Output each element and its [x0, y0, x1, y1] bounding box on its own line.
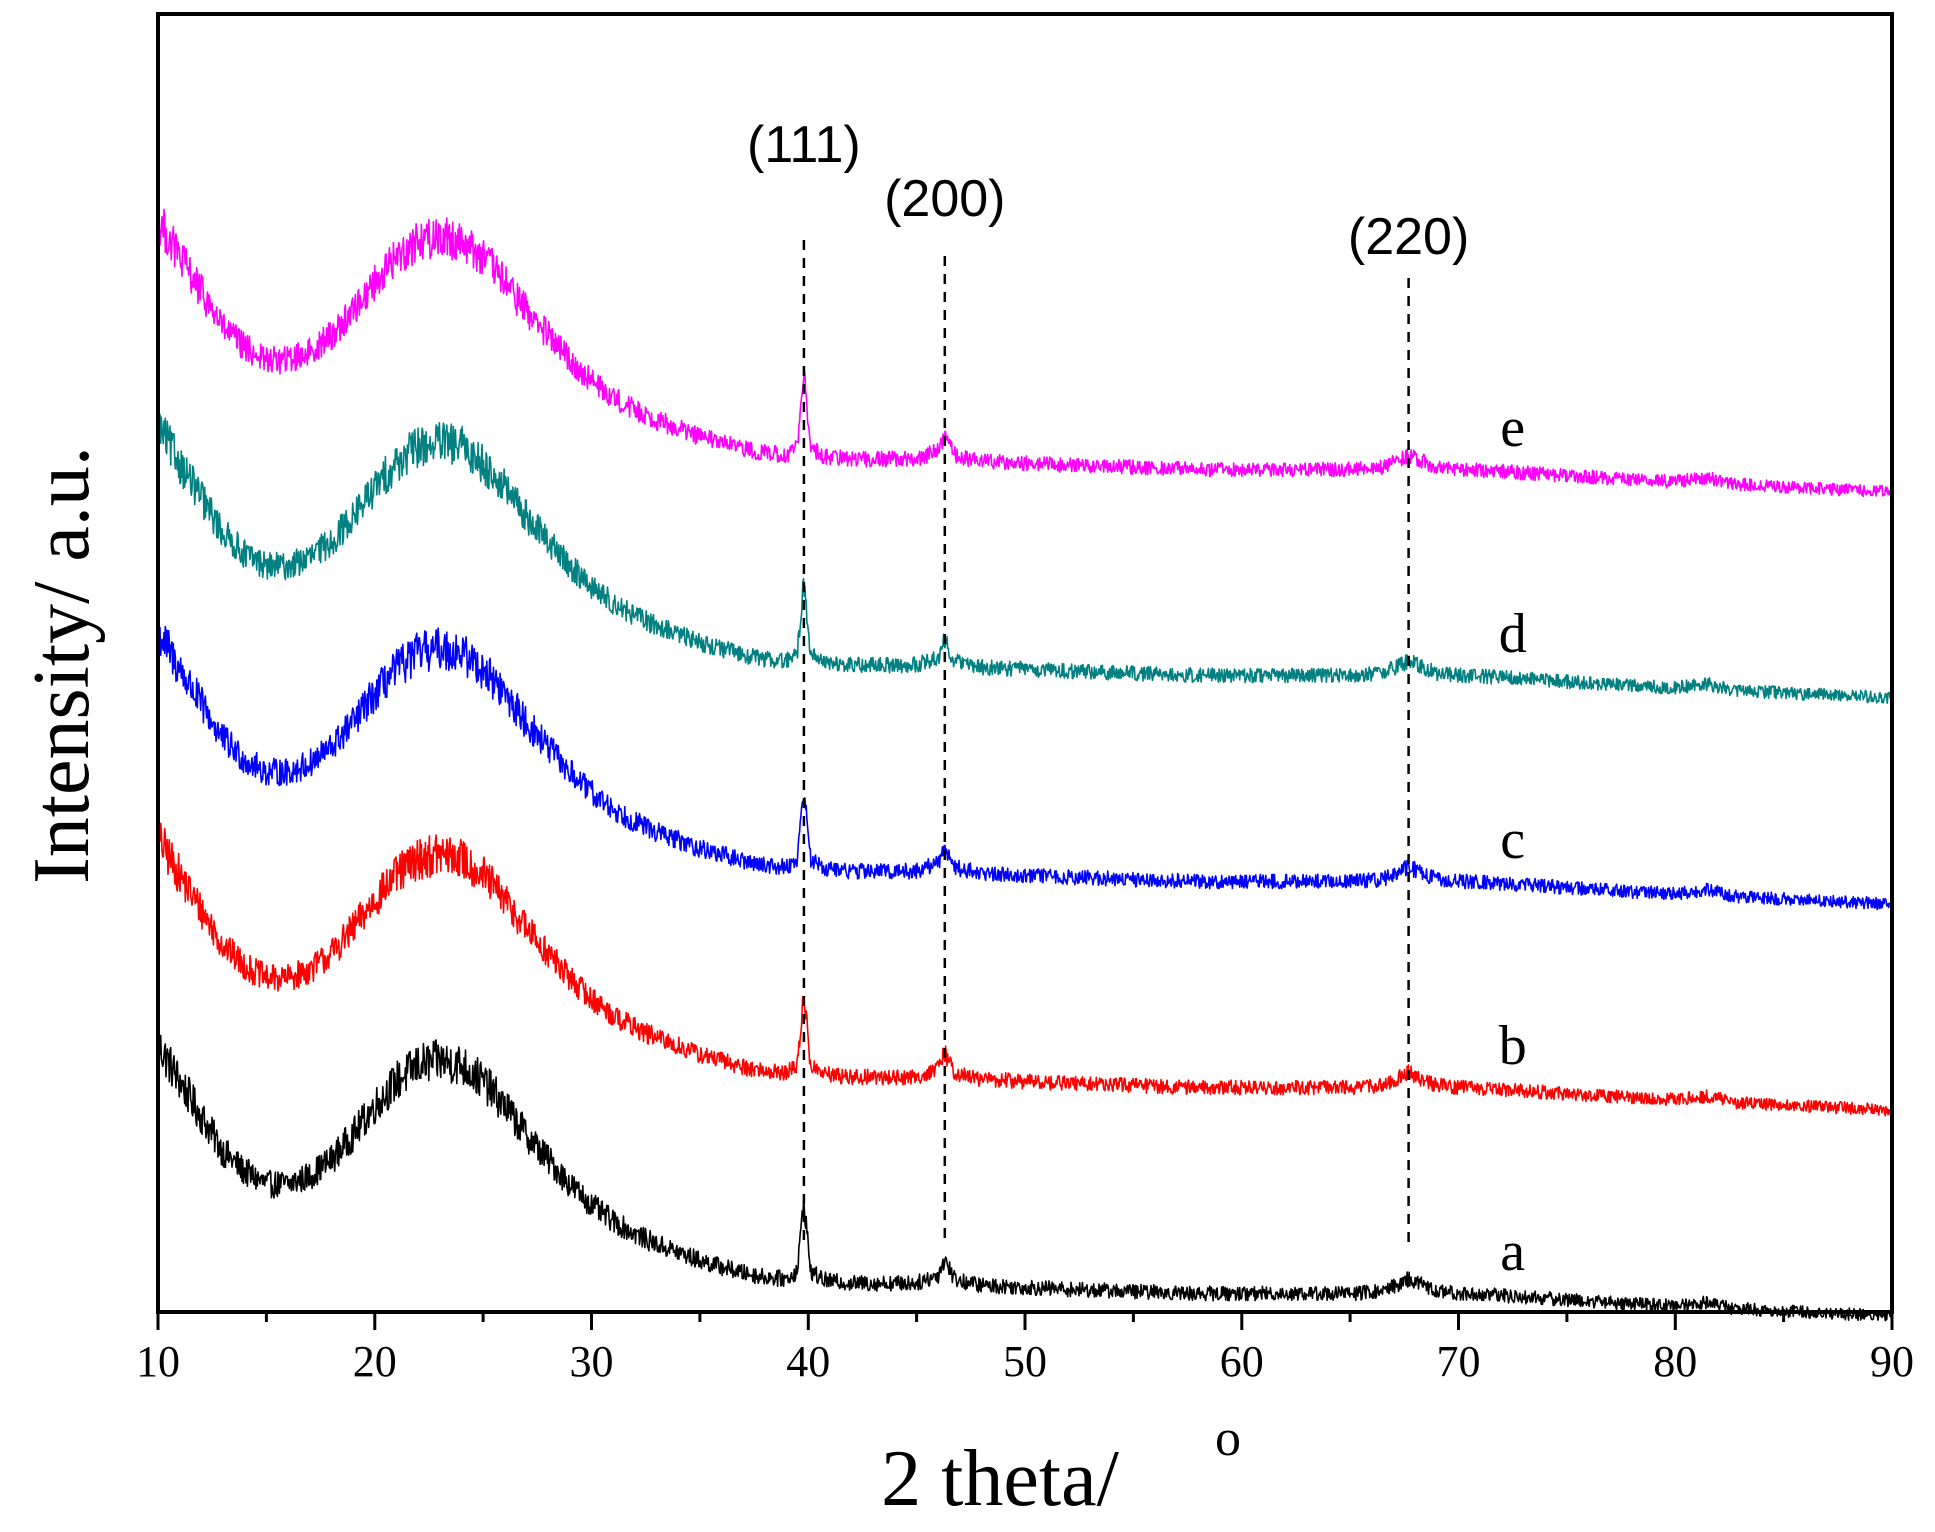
- series-label-c: c: [1500, 809, 1525, 871]
- x-tick-label-40: 40: [786, 1337, 830, 1386]
- x-tick-label-10: 10: [136, 1337, 180, 1386]
- series-label-b: b: [1499, 1015, 1527, 1077]
- peak-markers: (111) (200) (220): [747, 116, 1469, 1242]
- x-axis-ticks: 10 20 30 40 50 60 70 80 90: [136, 1312, 1914, 1386]
- x-tick-label-30: 30: [570, 1337, 614, 1386]
- series-label-a: a: [1500, 1221, 1525, 1283]
- y-axis-title: Intensity/ a.u.: [18, 446, 106, 884]
- x-tick-label-80: 80: [1653, 1337, 1697, 1386]
- x-tick-label-20: 20: [353, 1337, 397, 1386]
- x-tick-label-50: 50: [1003, 1337, 1047, 1386]
- series-line-e: [157, 208, 1893, 498]
- peak-label-2: (220): [1348, 208, 1469, 266]
- series-label-d: d: [1499, 603, 1527, 665]
- series-layer: [157, 208, 1893, 1322]
- series-line-a: [157, 1034, 1893, 1322]
- x-tick-label-60: 60: [1220, 1337, 1264, 1386]
- series-line-c: [157, 625, 1893, 911]
- x-tick-label-90: 90: [1870, 1337, 1914, 1386]
- x-tick-label-70: 70: [1437, 1337, 1481, 1386]
- x-axis-title-degree: o: [1215, 1410, 1241, 1467]
- peak-label-0: (111): [747, 116, 861, 174]
- series-label-e: e: [1500, 397, 1525, 459]
- x-axis-title: 2 theta/: [881, 1435, 1119, 1523]
- series-line-d: [157, 410, 1893, 705]
- peak-label-1: (200): [884, 170, 1005, 228]
- series-labels: a b c d e: [1499, 397, 1527, 1283]
- series-line-b: [157, 822, 1893, 1117]
